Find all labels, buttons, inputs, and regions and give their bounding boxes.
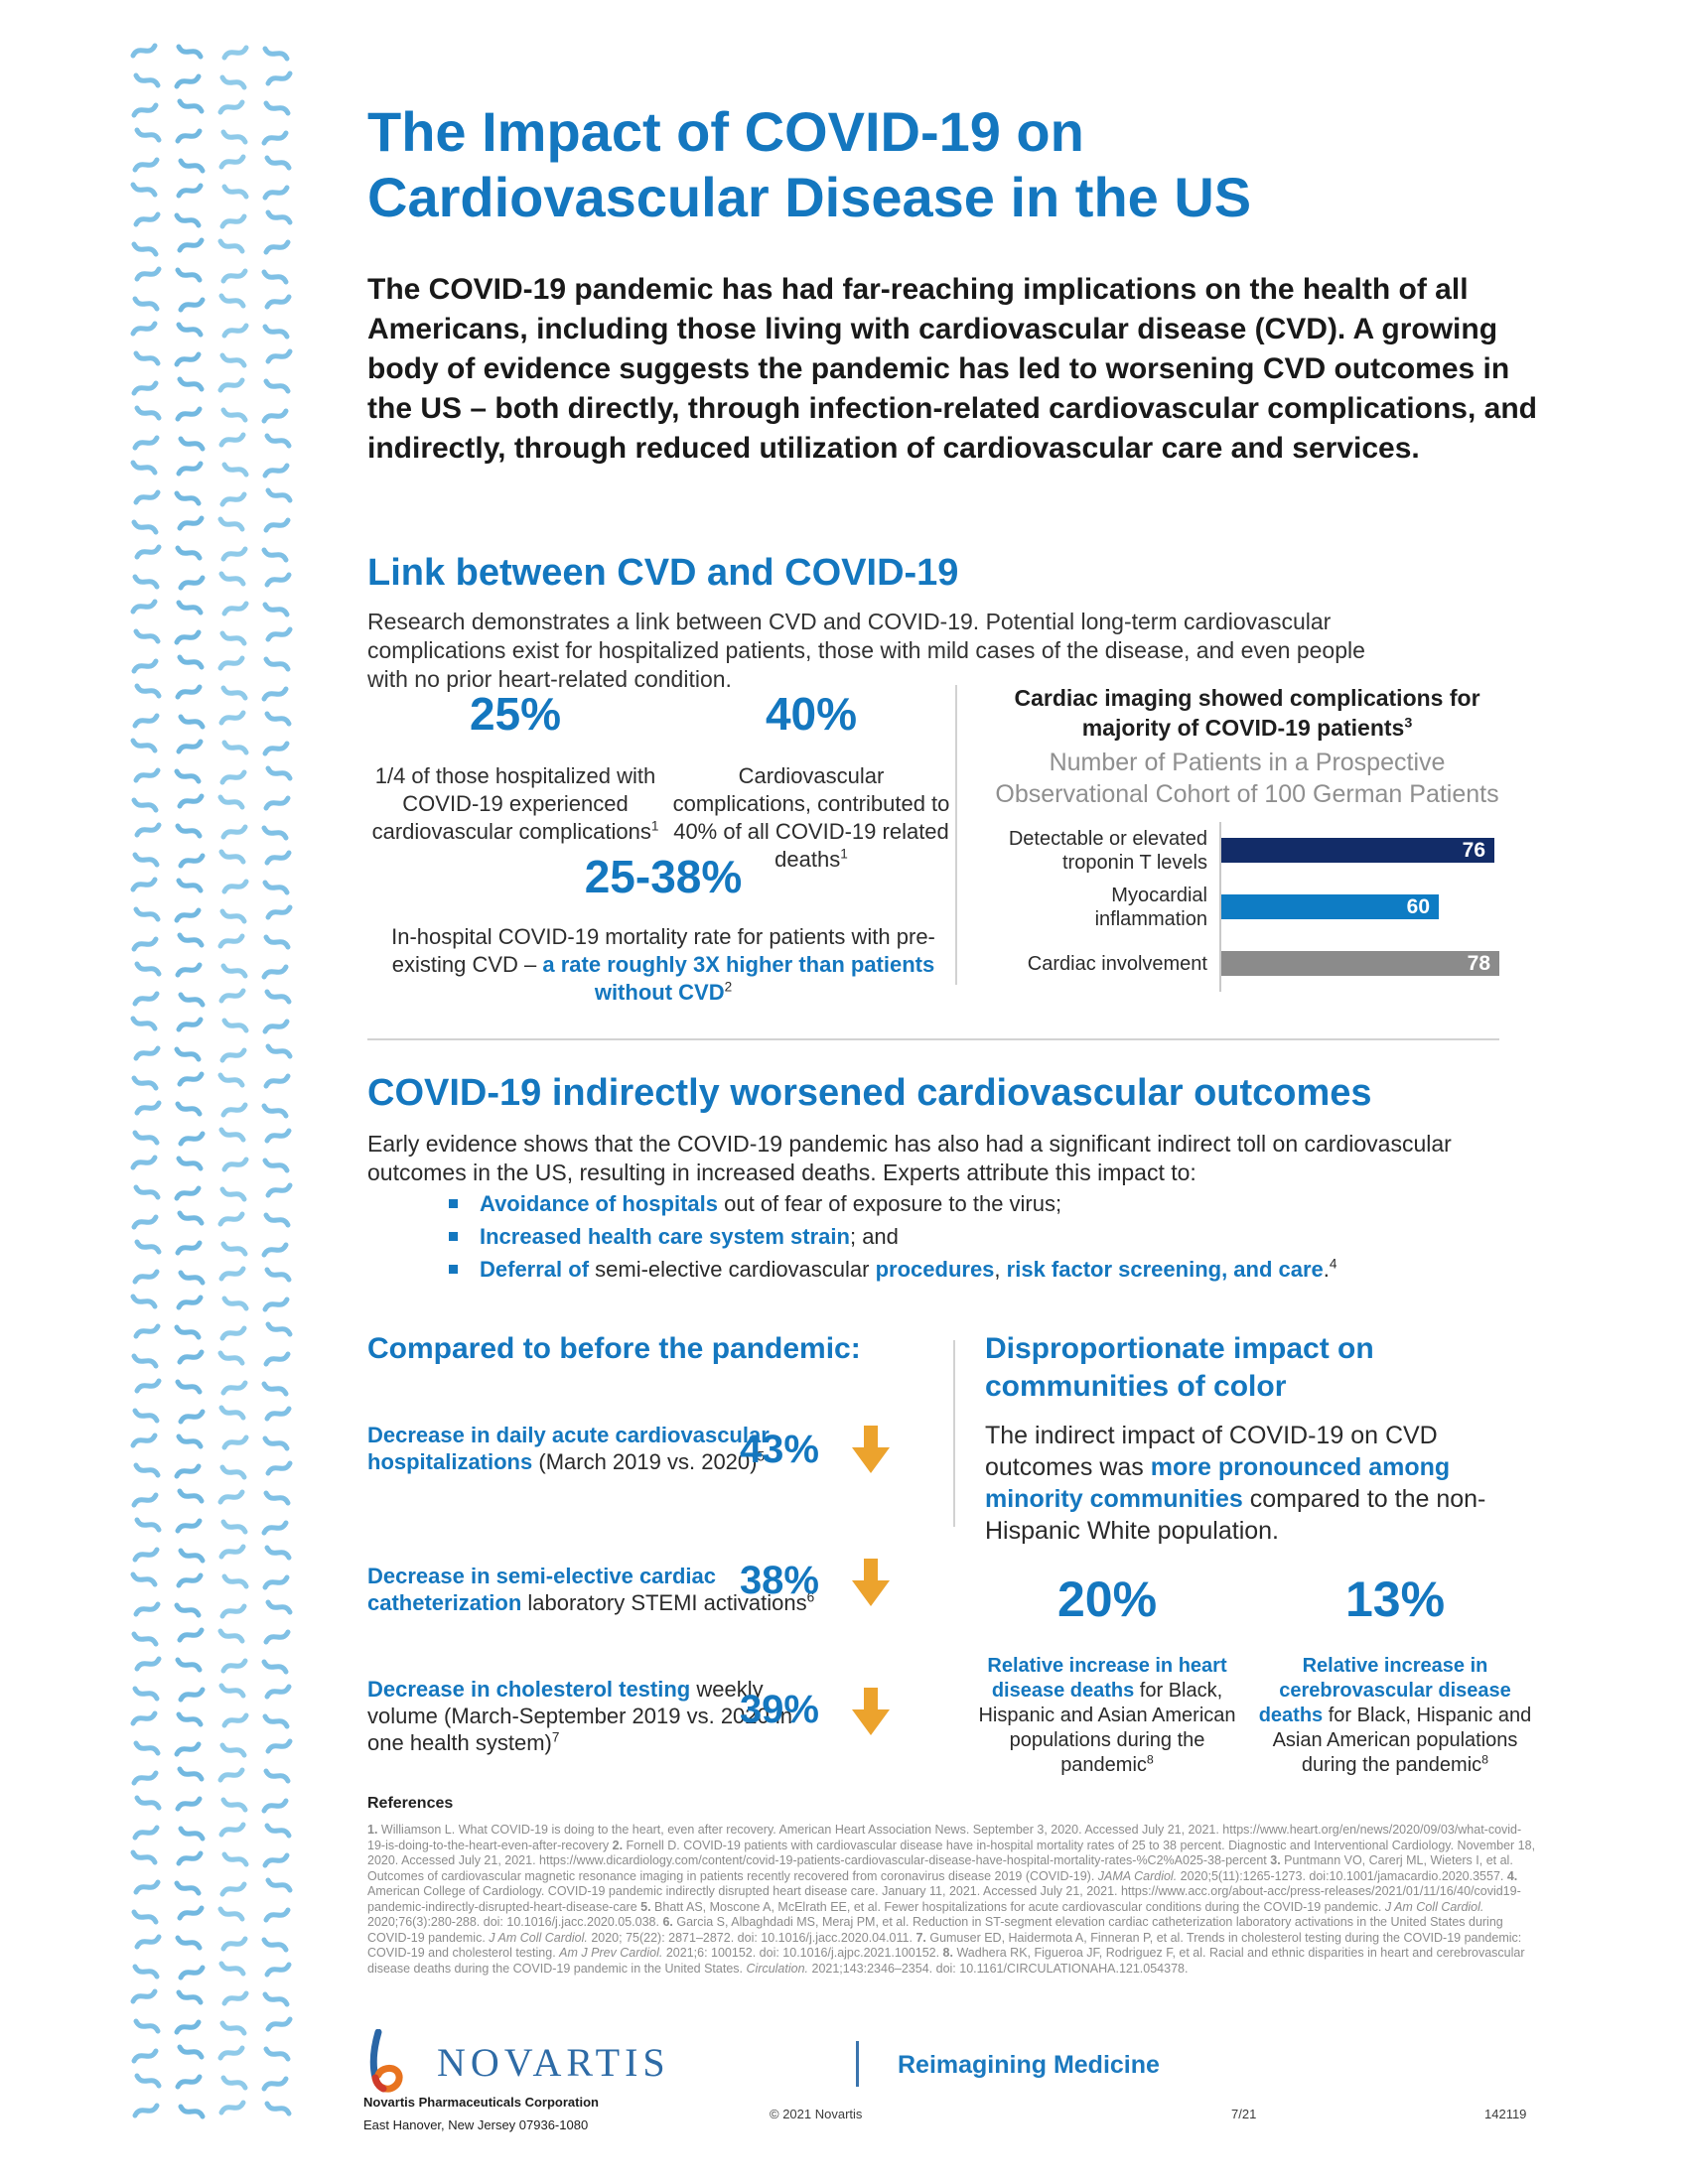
compared-row-label: Decrease in cholesterol testing weekly v… — [367, 1677, 792, 1755]
footer-job-code: 142119 — [1484, 2107, 1527, 2121]
stat-20-percent: 20% Relative increase in heart disease d… — [963, 1570, 1251, 1778]
logo-divider — [856, 2041, 859, 2087]
compared-row-value: 43% — [739, 1428, 819, 1471]
bullet-square-icon — [449, 1199, 458, 1208]
stat-value: 25-38% — [584, 851, 743, 902]
bullet-square-icon — [449, 1232, 458, 1241]
novartis-wordmark: NOVARTIS — [437, 2040, 670, 2085]
wave-pattern-decoration — [130, 43, 293, 2119]
stat-value: 13% — [1344, 1571, 1446, 1627]
compared-row-value: 38% — [739, 1559, 819, 1602]
footer-date-code: 7/21 — [1231, 2107, 1257, 2121]
footer-company: Novartis Pharmaceuticals Corporation — [363, 2095, 599, 2110]
link-section-body: Research demonstrates a link between CVD… — [367, 609, 1365, 692]
bullet-square-icon — [449, 1265, 458, 1274]
section-heading-indirect: COVID-19 indirectly worsened cardiovascu… — [367, 1072, 1372, 1114]
novartis-tagline: Reimagining Medicine — [898, 2051, 1160, 2079]
section-divider — [367, 1038, 1499, 1040]
vertical-divider — [955, 685, 957, 985]
bullet-text: Avoidance of hospitals out of fear of ex… — [480, 1191, 1062, 1216]
down-arrow-icon — [852, 1426, 890, 1473]
disparity-stats-row: 20% Relative increase in heart disease d… — [963, 1570, 1539, 1778]
stat-40-percent: 40% Cardiovascular complications, contri… — [663, 687, 959, 874]
bar-chart: Detectable or elevated troponin T levels… — [983, 822, 1499, 992]
bar: 78 — [1221, 951, 1499, 976]
references-text: 1. Williamson L. What COVID-19 is doing … — [367, 1823, 1536, 1976]
section-heading-link: Link between CVD and COVID-19 — [367, 552, 959, 594]
footer-address: East Hanover, New Jersey 07936-1080 — [363, 2117, 589, 2132]
compared-heading: Compared to before the pandemic: — [367, 1332, 861, 1365]
intro-paragraph: The COVID-19 pandemic has had far-reachi… — [367, 273, 1537, 465]
bar-label: Detectable or elevated troponin T levels — [1008, 827, 1207, 874]
stat-value: 20% — [1056, 1571, 1158, 1627]
bar-track: 60 — [1219, 879, 1499, 935]
down-arrow-icon — [852, 1688, 890, 1735]
indirect-section-body: Early evidence shows that the COVID-19 p… — [367, 1131, 1452, 1185]
novartis-flame-icon — [369, 2029, 403, 2093]
compared-row-label: Decrease in daily acute cardiovascular h… — [367, 1423, 770, 1474]
stat-value: 40% — [765, 688, 858, 740]
impact-bullet-list: Avoidance of hospitals out of fear of ex… — [449, 1191, 1462, 1290]
bar: 76 — [1221, 838, 1494, 863]
chart-title: Cardiac imaging showed complications for… — [1014, 685, 1480, 741]
compared-row-label: Decrease in semi-elective cardiac cathet… — [367, 1564, 815, 1615]
stat-description: Cardiovascular complications, contribute… — [672, 763, 950, 872]
disparity-heading: Disproportionate impact on communities o… — [985, 1332, 1374, 1403]
hospitalized-stats-row: 25% 1/4 of those hospitalized with COVID… — [367, 687, 959, 874]
down-arrow-icon — [852, 1559, 890, 1606]
chart-subtitle: Number of Patients in a Prospective Obse… — [995, 749, 1499, 808]
stat-mortality: 25-38% In-hospital COVID-19 mortality ra… — [367, 850, 959, 1007]
bar-row: Myocardial inflammation 60 — [983, 879, 1499, 935]
bar-value: 78 — [1467, 951, 1490, 975]
bar-row: Detectable or elevated troponin T levels… — [983, 822, 1499, 879]
references-heading: References — [367, 1795, 454, 1812]
bullet-text: Increased health care system strain; and — [480, 1224, 899, 1249]
disparity-body: The indirect impact of COVID-19 on CVD o… — [985, 1422, 1486, 1545]
page-title: The Impact of COVID-19 on Cardiovascular… — [367, 100, 1252, 228]
compared-row-value: 39% — [739, 1688, 819, 1731]
bar: 60 — [1221, 894, 1439, 919]
stat-description: 1/4 of those hospitalized with COVID-19 … — [371, 763, 659, 844]
footer-copyright: © 2021 Novartis — [770, 2107, 863, 2121]
stat-value: 25% — [469, 688, 562, 740]
stat-25-percent: 25% 1/4 of those hospitalized with COVID… — [367, 687, 663, 874]
vertical-divider — [953, 1340, 955, 1527]
bar-label: Cardiac involvement — [1027, 952, 1207, 975]
bullet-item: Deferral of semi-elective cardiovascular… — [449, 1257, 1462, 1283]
bar-track: 78 — [1219, 935, 1499, 992]
bar-row: Cardiac involvement 78 — [983, 935, 1499, 992]
chart-header: Cardiac imaging showed complications for… — [983, 683, 1511, 810]
stat-13-percent: 13% Relative increase in cerebrovascular… — [1251, 1570, 1539, 1778]
stat-description: Relative increase in heart disease death… — [978, 1655, 1236, 1776]
stat-description: In-hospital COVID-19 mortality rate for … — [391, 924, 935, 1005]
bullet-text: Deferral of semi-elective cardiovascular… — [480, 1256, 1337, 1282]
bar-track: 76 — [1219, 822, 1499, 879]
bullet-item: Avoidance of hospitals out of fear of ex… — [449, 1191, 1462, 1217]
bar-value: 76 — [1462, 838, 1485, 862]
bar-value: 60 — [1406, 894, 1430, 918]
bar-label: Myocardial inflammation — [1094, 884, 1207, 930]
bullet-item: Increased health care system strain; and — [449, 1224, 1462, 1250]
stat-description: Relative increase in cerebrovascular dis… — [1258, 1655, 1532, 1776]
